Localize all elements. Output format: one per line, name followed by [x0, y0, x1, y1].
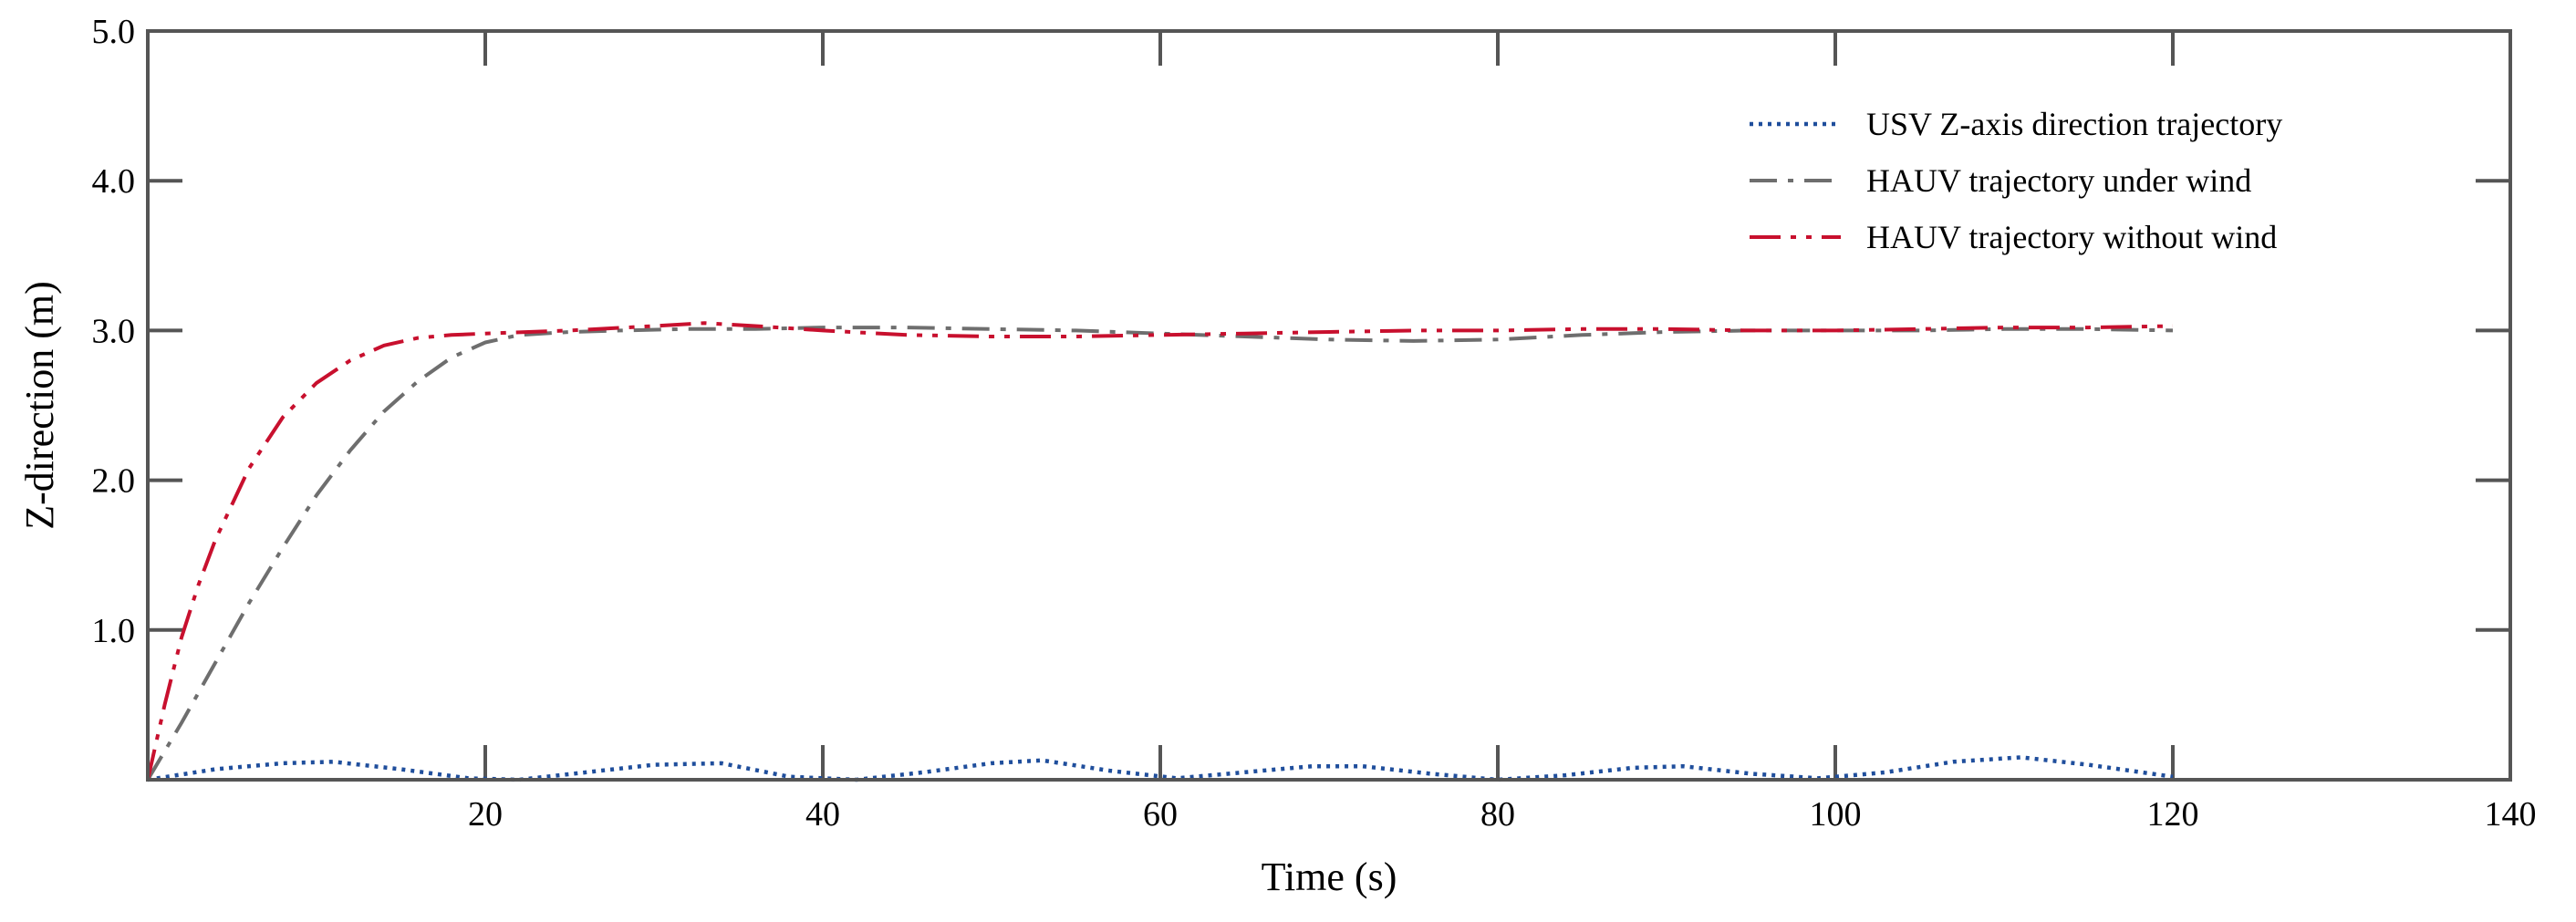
x-tick-label: 100 [1810, 795, 1862, 834]
y-axis-title: Z-direction (m) [17, 281, 62, 529]
y-tick-label: 2.0 [92, 462, 136, 501]
y-tick-label: 1.0 [92, 612, 136, 650]
x-tick-label: 40 [805, 795, 840, 834]
x-tick-label: 20 [468, 795, 503, 834]
y-tick-label: 4.0 [92, 162, 136, 201]
x-tick-label: 120 [2147, 795, 2199, 834]
x-axis-title: Time (s) [1262, 855, 1397, 899]
y-tick-label: 3.0 [92, 312, 136, 350]
legend-label-3: HAUV trajectory without wind [1866, 219, 2277, 255]
series-lines [146, 321, 2174, 782]
series-line-2 [146, 326, 2174, 782]
ticks-layer [148, 31, 2510, 780]
legend-label-1: USV Z-axis direction trajectory [1866, 106, 2282, 142]
legend-label-2: HAUV trajectory under wind [1866, 162, 2251, 199]
plot-frame [146, 29, 2512, 782]
x-tick-label: 140 [2485, 795, 2537, 834]
legend: USV Z-axis direction trajectory HAUV traj… [1750, 106, 2282, 255]
x-tick-label: 60 [1143, 795, 1178, 834]
series-line-3 [146, 321, 2174, 781]
x-tick-label: 80 [1480, 795, 1515, 834]
tick-labels: 20 40 60 80 100 120 140 1.0 2.0 3.0 4.0 5.0 [92, 13, 2537, 834]
y-tick-label: 5.0 [92, 13, 136, 51]
